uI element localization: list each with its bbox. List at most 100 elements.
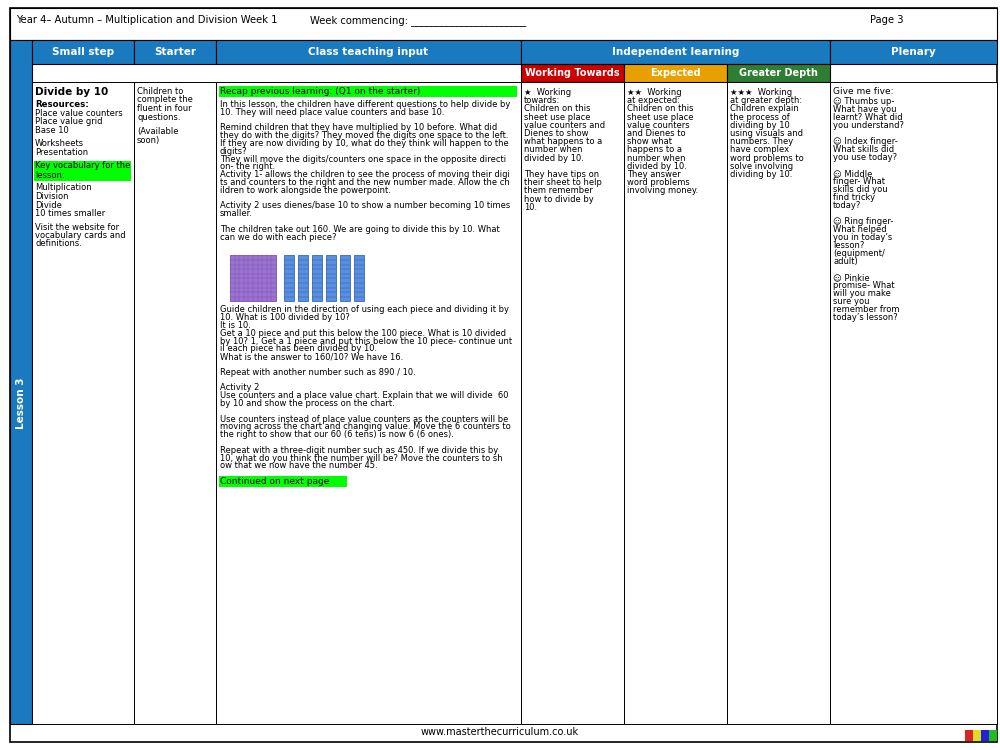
Text: sure you: sure you — [833, 297, 870, 306]
Bar — [965, 730, 973, 741]
Bar — [134, 82, 216, 724]
Bar — [10, 8, 997, 40]
Bar — [298, 256, 308, 302]
Text: ☺ Ring finger-: ☺ Ring finger- — [833, 217, 893, 226]
Bar — [219, 476, 347, 487]
Text: skills did you: skills did you — [833, 185, 888, 194]
Bar — [32, 82, 134, 724]
Text: 10.: 10. — [524, 202, 537, 211]
Text: learnt? What did: learnt? What did — [833, 113, 903, 122]
Text: involving money.: involving money. — [627, 187, 698, 196]
Text: lesson?: lesson? — [833, 241, 864, 250]
Bar — [521, 82, 624, 724]
Bar — [830, 82, 997, 724]
Bar — [830, 40, 997, 64]
Text: you use today?: you use today? — [833, 153, 897, 162]
Bar — [973, 730, 981, 741]
Text: at greater depth:: at greater depth: — [730, 96, 802, 105]
Text: Place value grid: Place value grid — [35, 118, 103, 127]
Text: how to divide by: how to divide by — [524, 194, 594, 203]
Text: Dienes to show: Dienes to show — [524, 129, 588, 138]
Text: Starter: Starter — [154, 47, 196, 57]
Bar — [312, 256, 322, 302]
Text: you understand?: you understand? — [833, 121, 904, 130]
Text: Class teaching input: Class teaching input — [308, 47, 429, 57]
Text: they do with the digits? They moved the digits one space to the left.: they do with the digits? They moved the … — [220, 131, 509, 140]
Text: ts and counters to the right and the new number made. Allow the ch: ts and counters to the right and the new… — [220, 178, 510, 187]
Text: What is the answer to 160/10? We have 16.: What is the answer to 160/10? We have 16… — [220, 352, 403, 362]
Text: Plenary: Plenary — [891, 47, 936, 57]
Text: (Available: (Available — [137, 127, 178, 136]
Text: questions.: questions. — [137, 112, 180, 122]
Text: What have you: What have you — [833, 105, 896, 114]
Text: It is 10.: It is 10. — [220, 321, 251, 330]
Text: them remember: them remember — [524, 187, 593, 196]
Text: ildren to work alongside the powerpoint.: ildren to work alongside the powerpoint. — [220, 186, 391, 195]
Text: and Dienes to: and Dienes to — [627, 129, 686, 138]
Bar — [230, 256, 276, 302]
Text: digits?: digits? — [220, 147, 248, 156]
Text: Working Towards: Working Towards — [525, 68, 620, 78]
Text: Expected: Expected — [650, 68, 701, 78]
Text: finger- What: finger- What — [833, 177, 885, 186]
Text: Guide children in the direction of using each piece and dividing it by: Guide children in the direction of using… — [220, 305, 509, 314]
Text: lesson:: lesson: — [35, 170, 65, 179]
Text: Repeat with a three-digit number such as 450. If we divide this by: Repeat with a three-digit number such as… — [220, 446, 498, 454]
Text: can we do with each piece?: can we do with each piece? — [220, 232, 336, 242]
Text: complete the: complete the — [137, 95, 193, 104]
Text: Repeat with another number such as 890 / 10.: Repeat with another number such as 890 /… — [220, 368, 416, 376]
Text: word problems: word problems — [627, 178, 690, 188]
Bar — [326, 256, 336, 302]
Text: number when: number when — [524, 146, 582, 154]
Text: Continued on next page: Continued on next page — [220, 477, 329, 486]
Text: If they are now dividing by 10, what do they think will happen to the: If they are now dividing by 10, what do … — [220, 139, 509, 148]
Text: Division: Division — [35, 192, 68, 201]
Text: Multiplication: Multiplication — [35, 184, 92, 193]
Text: Presentation: Presentation — [35, 148, 88, 157]
Text: ★★★  Working: ★★★ Working — [730, 88, 792, 97]
Bar — [134, 40, 216, 64]
Text: dividing by 10.: dividing by 10. — [730, 170, 792, 179]
Text: remember from: remember from — [833, 305, 900, 314]
Text: In this lesson, the children have different questions to help divide by: In this lesson, the children have differ… — [220, 100, 510, 109]
Text: divided by 10.: divided by 10. — [627, 162, 687, 171]
Text: by 10 and show the process on the chart.: by 10 and show the process on the chart. — [220, 399, 395, 408]
Text: sheet use place: sheet use place — [627, 112, 694, 122]
Text: show what: show what — [627, 137, 672, 146]
Text: Children on this: Children on this — [524, 104, 590, 113]
Text: Year 4– Autumn – Multiplication and Division Week 1: Year 4– Autumn – Multiplication and Divi… — [16, 15, 278, 25]
Text: What skills did: What skills did — [833, 145, 894, 154]
Text: Divide: Divide — [35, 200, 62, 209]
Text: have complex: have complex — [730, 146, 789, 154]
Bar — [981, 730, 989, 741]
Text: 10, what do you think the number will be? Move the counters to sh: 10, what do you think the number will be… — [220, 454, 503, 463]
Text: solve involving: solve involving — [730, 162, 793, 171]
Text: They have tips on: They have tips on — [524, 170, 599, 179]
Text: will you make: will you make — [833, 289, 891, 298]
Text: The children take out 160. We are going to divide this by 10. What: The children take out 160. We are going … — [220, 225, 500, 234]
Bar — [521, 64, 624, 82]
Text: numbers. They: numbers. They — [730, 137, 793, 146]
Text: Place value counters: Place value counters — [35, 109, 123, 118]
Text: 10. They will need place value counters and base 10.: 10. They will need place value counters … — [220, 108, 444, 117]
Text: ☺ Index finger-: ☺ Index finger- — [833, 137, 898, 146]
Text: Worksheets: Worksheets — [35, 140, 84, 148]
Text: 10. What is 100 divided by 10?: 10. What is 100 divided by 10? — [220, 314, 350, 322]
Text: Children to: Children to — [137, 87, 183, 96]
Text: Remind children that they have multiplied by 10 before. What did: Remind children that they have multiplie… — [220, 124, 497, 133]
Text: what happens to a: what happens to a — [524, 137, 602, 146]
Text: definitions.: definitions. — [35, 239, 82, 248]
Text: find tricky: find tricky — [833, 193, 875, 202]
Text: ☺ Pinkie: ☺ Pinkie — [833, 273, 870, 282]
Bar — [624, 82, 727, 724]
Text: Children on this: Children on this — [627, 104, 694, 113]
Text: adult): adult) — [833, 257, 858, 266]
Text: sheet use place: sheet use place — [524, 112, 590, 122]
Bar — [727, 82, 830, 724]
Text: ★  Working: ★ Working — [524, 88, 571, 97]
Text: happens to a: happens to a — [627, 146, 682, 154]
Text: value counters and: value counters and — [524, 121, 605, 130]
Text: Small step: Small step — [52, 47, 114, 57]
Text: www.masterthecurriculum.co.uk: www.masterthecurriculum.co.uk — [421, 727, 579, 737]
Text: fluent in four: fluent in four — [137, 104, 192, 113]
